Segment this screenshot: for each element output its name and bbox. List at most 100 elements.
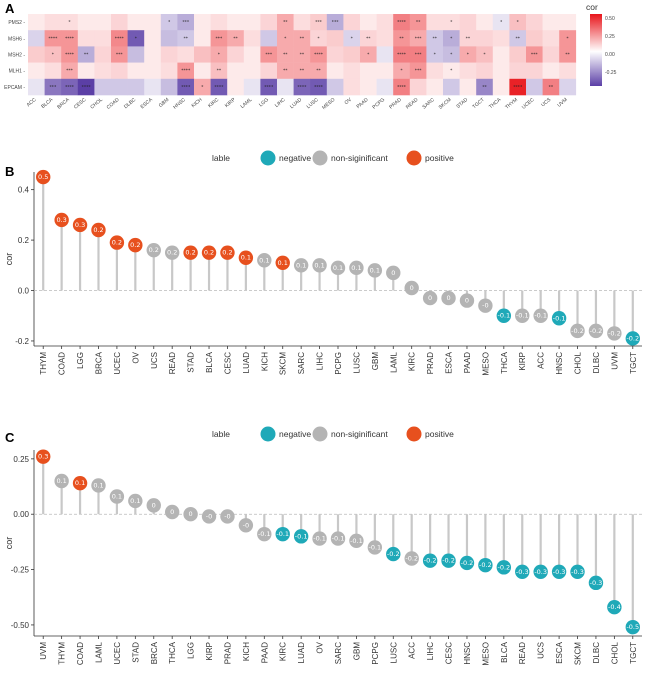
lollipop-point (515, 564, 530, 579)
x-tick-label: OV (131, 351, 140, 363)
point-label: 0 (410, 284, 414, 292)
heatmap-star: *** (332, 20, 340, 26)
heatmap-cell (61, 30, 79, 47)
heatmap-cell (111, 46, 128, 63)
heatmap-cell (277, 30, 294, 47)
point-label: 0.2 (130, 241, 140, 249)
lollipop-point (164, 245, 180, 260)
lollipop-point (312, 258, 327, 273)
heatmap-star: **** (297, 84, 307, 90)
heatmap-cell (443, 14, 460, 31)
heatmap-cell (111, 30, 128, 47)
point-label: 0.1 (259, 256, 269, 264)
heatmap-star: * (450, 20, 453, 26)
heatmap-cell (77, 14, 95, 31)
heatmap-cell (94, 78, 112, 96)
heatmap-cell (277, 14, 294, 31)
point-label: 0.1 (370, 266, 380, 274)
heatmap-cell (360, 62, 377, 80)
heatmap-cell (28, 78, 45, 96)
panel-label-a: A (5, 1, 15, 16)
point-label: -0.4 (608, 603, 621, 611)
lollipop-point (533, 308, 548, 323)
lollipop-point (533, 564, 548, 579)
heatmap-cell (459, 46, 477, 63)
heatmap-cell (127, 30, 145, 47)
heatmap-cell (409, 30, 427, 47)
heatmap-star: * (450, 52, 453, 58)
point-label: 0.2 (204, 249, 214, 257)
x-tick-label: GBM (371, 352, 380, 371)
heatmap-cell (194, 30, 211, 47)
heatmap-cell (210, 62, 228, 80)
heatmap-cell (44, 62, 62, 80)
heatmap-star: * (450, 68, 453, 74)
heatmap-cell (443, 46, 460, 63)
heatmap-cell (144, 46, 162, 63)
heatmap-cell (243, 78, 261, 96)
heatmap-col-label: HNSC (172, 97, 187, 111)
lollipop-point (367, 540, 383, 555)
heatmap-col-label: SKCM (438, 97, 453, 111)
heatmap-cell (476, 30, 494, 47)
heatmap-star: * (168, 20, 171, 26)
lollipop-point (36, 449, 51, 464)
x-tick-label: ESCA (555, 641, 564, 663)
lollipop-point (496, 308, 512, 323)
heatmap-cell (127, 14, 145, 31)
heatmap-cell (177, 78, 195, 96)
heatmap-cell (542, 46, 560, 63)
point-label: 0.1 (351, 264, 361, 272)
x-tick-label: DLBC (592, 352, 601, 374)
point-label: 0 (391, 269, 395, 277)
heatmap-col-label: ESCA (139, 97, 154, 111)
heatmap-cell (310, 30, 328, 47)
heatmap-cell (260, 46, 278, 63)
heatmap-col-label: CESC (73, 97, 88, 111)
point-label: -0.2 (424, 557, 437, 565)
heatmap-star: ** (300, 68, 305, 74)
heatmap-col-label: KIRP (224, 97, 237, 110)
legend-swatch (260, 426, 276, 442)
lollipop-point (275, 526, 290, 542)
heatmap-cell (542, 30, 560, 47)
y-tick-label: 0.25 (13, 455, 29, 464)
heatmap-col-label: LUSC (306, 97, 320, 110)
lollipop-point (128, 237, 143, 253)
heatmap-cell (243, 46, 261, 63)
heatmap-star: ** (565, 52, 570, 58)
heatmap-col-label: READ (405, 97, 420, 111)
heatmap-legend-tick: 0.25 (605, 34, 615, 40)
x-tick-label: PCPG (371, 642, 380, 665)
legend-swatch (406, 426, 422, 442)
heatmap-cell (326, 62, 344, 80)
x-tick-label: THCA (168, 641, 177, 663)
x-tick-label: LUAD (297, 642, 306, 664)
heatmap-cell (326, 46, 344, 63)
heatmap-col-label: BLCA (40, 97, 54, 110)
heatmap-cell (260, 62, 278, 80)
heatmap-cell (426, 62, 444, 80)
point-label: 0 (428, 294, 432, 302)
point-label: 0.3 (56, 216, 66, 224)
heatmap-star: * (135, 36, 138, 42)
heatmap-star: ** (432, 36, 437, 42)
x-tick-label: LIHC (316, 352, 325, 370)
heatmap-cell (177, 46, 195, 63)
x-tick-label: CHOL (574, 351, 583, 374)
point-label: -0.2 (626, 334, 639, 342)
lollipop-point (91, 478, 106, 493)
heatmap-cell (227, 30, 245, 47)
heatmap-cell (326, 78, 344, 96)
lollipop-point (293, 529, 309, 544)
legend-item: negative (279, 429, 311, 439)
heatmap-cell (111, 62, 128, 80)
lollipop-point (109, 235, 125, 250)
x-tick-label: COAD (58, 352, 67, 375)
heatmap-cell (459, 14, 477, 31)
heatmap-star: **** (397, 84, 407, 90)
heatmap-cell (492, 30, 510, 47)
heatmap-star: *** (415, 36, 423, 42)
heatmap-star: **** (314, 84, 324, 90)
